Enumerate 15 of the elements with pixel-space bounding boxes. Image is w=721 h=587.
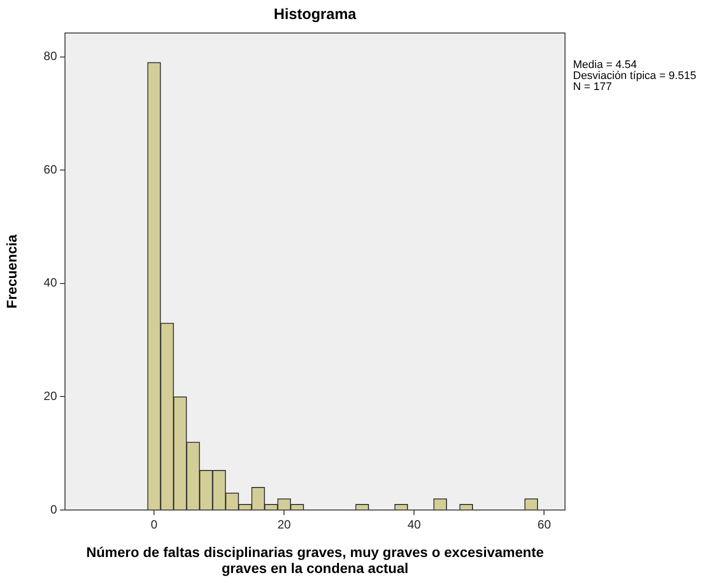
y-tick-label: 20 — [44, 389, 58, 404]
y-axis-title: Frecuencia — [3, 234, 20, 308]
text: Media = 4.54 — [573, 59, 637, 71]
x-axis-title: Número de faltas disciplinarias graves, muy graves o excesivamente graves en la condena actual — [85, 544, 545, 576]
x-tick-label: 40 — [407, 518, 422, 532]
y-tick-label: 0 — [50, 502, 58, 516]
x-tick-label: 60 — [538, 518, 552, 532]
y-tick-label: 40 — [44, 276, 58, 290]
x-tick-label: 0 — [150, 518, 158, 532]
y-tick-label: 60 — [44, 162, 58, 176]
chart-title: Histograma — [272, 6, 358, 23]
y-tick-label: 80 — [44, 49, 58, 64]
text: N = 177 — [573, 81, 613, 93]
text: Desviación típica = 9.515 — [573, 70, 696, 82]
x-tick-label: 20 — [277, 518, 292, 532]
